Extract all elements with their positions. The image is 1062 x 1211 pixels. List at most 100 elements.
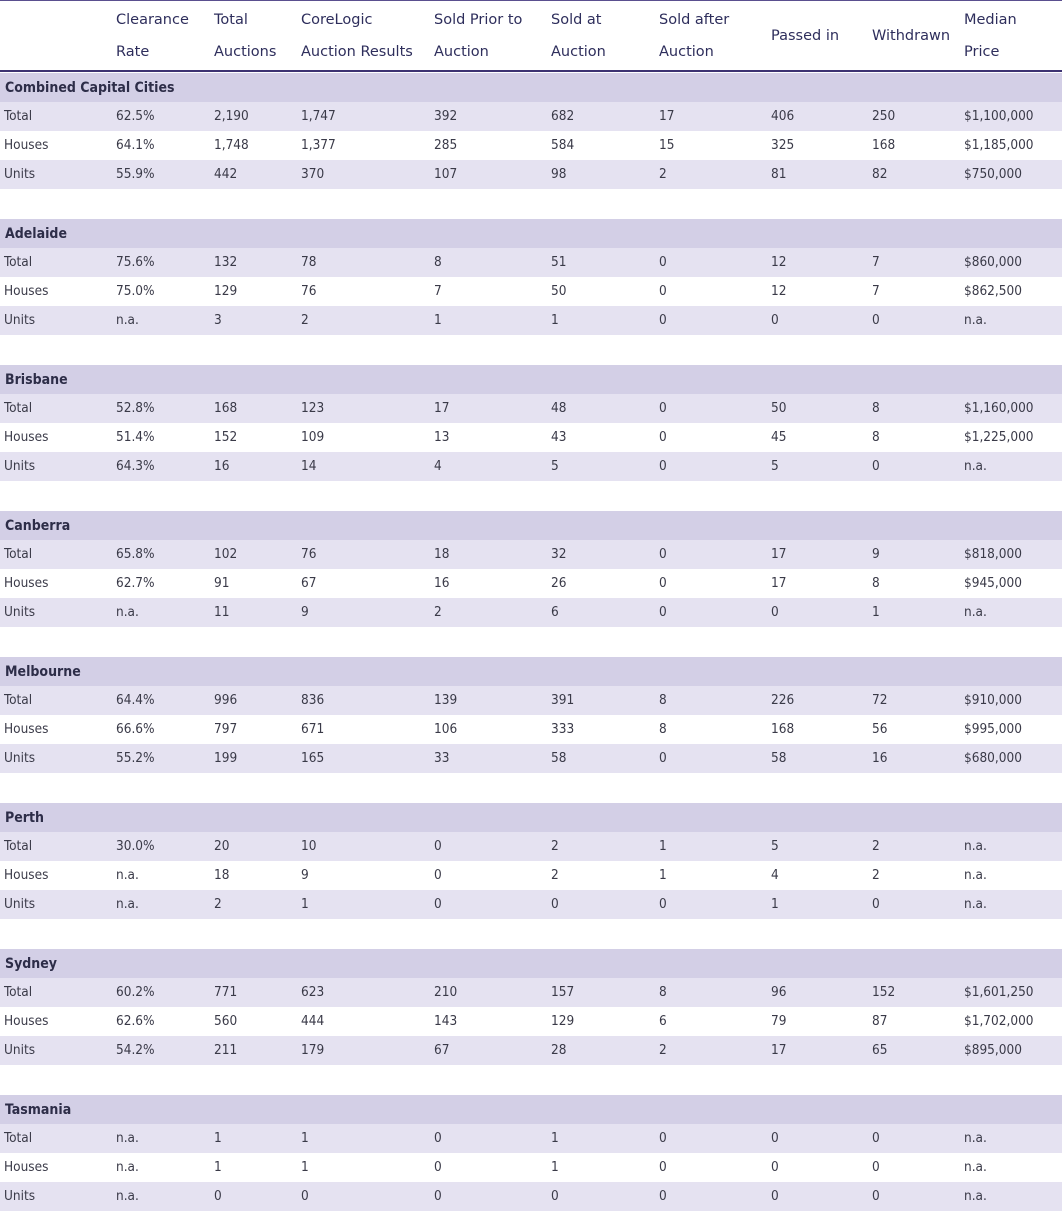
cell-sold-at: 682 [551, 108, 575, 124]
cell-sold-at: 6 [551, 604, 559, 620]
column-header-sold-prior: Sold Prior to Auction [434, 12, 523, 60]
cell-corelogic-results: 76 [301, 283, 317, 299]
cell-sold-at: 32 [551, 546, 567, 562]
cell-clearance-rate: 64.1% [116, 137, 155, 153]
table-row: Houses 62.6% 560 444 143 129 6 79 87 $1,702,000 [0, 1007, 1062, 1036]
table-row: Units n.a. 0 0 0 0 0 0 0 n.a. [0, 1182, 1062, 1211]
cell-clearance-rate: 54.2% [116, 1042, 155, 1058]
cell-corelogic-results: 1,747 [301, 108, 336, 124]
cell-sold-at: 0 [551, 896, 559, 912]
cell-median-price: n.a. [964, 458, 987, 474]
cell-median-price: $895,000 [964, 1042, 1022, 1058]
cell-sold-prior: 106 [434, 721, 458, 737]
cell-passed-in: 226 [771, 692, 795, 708]
cell-median-price: n.a. [964, 1159, 987, 1175]
cell-passed-in: 1 [771, 896, 779, 912]
cell-withdrawn: 8 [872, 575, 880, 591]
cell-median-price: $680,000 [964, 750, 1022, 766]
table-row: Total 60.2% 771 623 210 157 8 96 152 $1,601,250 [0, 978, 1062, 1007]
cell-label: Units [4, 1188, 36, 1204]
cell-total-auctions: 771 [214, 984, 238, 1000]
cell-passed-in: 17 [771, 575, 787, 591]
cell-clearance-rate: 55.9% [116, 166, 155, 182]
cell-clearance-rate: n.a. [116, 867, 139, 883]
section-spacer [0, 773, 1062, 802]
table-row: Units 55.9% 442 370 107 98 2 81 82 $750,000 [0, 160, 1062, 189]
cell-passed-in: 96 [771, 984, 787, 1000]
cell-sold-at: 50 [551, 283, 567, 299]
table-row: Units n.a. 11 9 2 6 0 0 1 n.a. [0, 598, 1062, 627]
cell-corelogic-results: 165 [301, 750, 325, 766]
cell-clearance-rate: n.a. [116, 1130, 139, 1146]
cell-sold-at: 5 [551, 458, 559, 474]
cell-clearance-rate: 60.2% [116, 984, 155, 1000]
cell-passed-in: 12 [771, 283, 787, 299]
section-title: Brisbane [0, 364, 1062, 394]
cell-clearance-rate: 55.2% [116, 750, 155, 766]
cell-total-auctions: 129 [214, 283, 238, 299]
cell-total-auctions: 11 [214, 604, 230, 620]
cell-median-price: $862,500 [964, 283, 1022, 299]
section-combined-capital-cities: Combined Capital Cities Total 62.5% 2,190 1,… [0, 72, 1062, 189]
section-title: Melbourne [0, 656, 1062, 686]
cell-withdrawn: 0 [872, 1130, 880, 1146]
cell-sold-at: 26 [551, 575, 567, 591]
table-row: Total 52.8% 168 123 17 48 0 50 8 $1,160,000 [0, 394, 1062, 423]
table-row: Units n.a. 2 1 0 0 0 1 0 n.a. [0, 890, 1062, 919]
cell-sold-after: 0 [659, 429, 667, 445]
cell-withdrawn: 65 [872, 1042, 888, 1058]
cell-sold-at: 157 [551, 984, 575, 1000]
cell-clearance-rate: 64.4% [116, 692, 155, 708]
cell-passed-in: 325 [771, 137, 795, 153]
column-header-sold-at: Sold at Auction [551, 12, 606, 60]
column-header-sold-after: Sold after Auction [659, 12, 730, 60]
cell-corelogic-results: 836 [301, 692, 325, 708]
cell-sold-after: 0 [659, 1130, 667, 1146]
cell-sold-after: 6 [659, 1013, 667, 1029]
cell-sold-after: 0 [659, 750, 667, 766]
cell-sold-prior: 17 [434, 400, 450, 416]
cell-median-price: $910,000 [964, 692, 1022, 708]
cell-label: Total [4, 254, 33, 270]
table-row: Total 65.8% 102 76 18 32 0 17 9 $818,000 [0, 540, 1062, 569]
section-title: Perth [0, 802, 1062, 832]
cell-withdrawn: 168 [872, 137, 896, 153]
cell-sold-prior: 0 [434, 1130, 442, 1146]
cell-median-price: n.a. [964, 896, 987, 912]
cell-sold-prior: 7 [434, 283, 442, 299]
cell-clearance-rate: 64.3% [116, 458, 155, 474]
cell-sold-after: 8 [659, 692, 667, 708]
table-header: Clearance Rate Total Auctions CoreLogic Au… [0, 0, 1062, 72]
cell-median-price: n.a. [964, 312, 987, 328]
cell-sold-prior: 0 [434, 1188, 442, 1204]
table-row: Units 55.2% 199 165 33 58 0 58 16 $680,000 [0, 744, 1062, 773]
cell-sold-prior: 143 [434, 1013, 458, 1029]
cell-label: Houses [4, 721, 49, 737]
cell-withdrawn: 0 [872, 1188, 880, 1204]
cell-corelogic-results: 1 [301, 1159, 309, 1175]
cell-sold-at: 43 [551, 429, 567, 445]
cell-passed-in: 406 [771, 108, 795, 124]
table-row: Total 64.4% 996 836 139 391 8 226 72 $910,000 [0, 686, 1062, 715]
cell-sold-at: 98 [551, 166, 567, 182]
cell-total-auctions: 0 [214, 1188, 222, 1204]
cell-clearance-rate: 62.6% [116, 1013, 155, 1029]
cell-sold-after: 0 [659, 1188, 667, 1204]
cell-clearance-rate: 30.0% [116, 838, 155, 854]
section-spacer [0, 1065, 1062, 1094]
cell-clearance-rate: 52.8% [116, 400, 155, 416]
cell-sold-at: 28 [551, 1042, 567, 1058]
cell-median-price: $1,225,000 [964, 429, 1034, 445]
table-body: Combined Capital Cities Total 62.5% 2,190 1,… [0, 72, 1062, 1211]
cell-sold-after: 0 [659, 312, 667, 328]
section-spacer [0, 627, 1062, 656]
cell-clearance-rate: 66.6% [116, 721, 155, 737]
cell-clearance-rate: n.a. [116, 896, 139, 912]
cell-label: Houses [4, 867, 49, 883]
table-row: Houses 62.7% 91 67 16 26 0 17 8 $945,000 [0, 569, 1062, 598]
cell-sold-after: 0 [659, 546, 667, 562]
cell-clearance-rate: 62.7% [116, 575, 155, 591]
cell-sold-after: 1 [659, 867, 667, 883]
table-row: Total n.a. 1 1 0 1 0 0 0 n.a. [0, 1124, 1062, 1153]
cell-passed-in: 0 [771, 1159, 779, 1175]
